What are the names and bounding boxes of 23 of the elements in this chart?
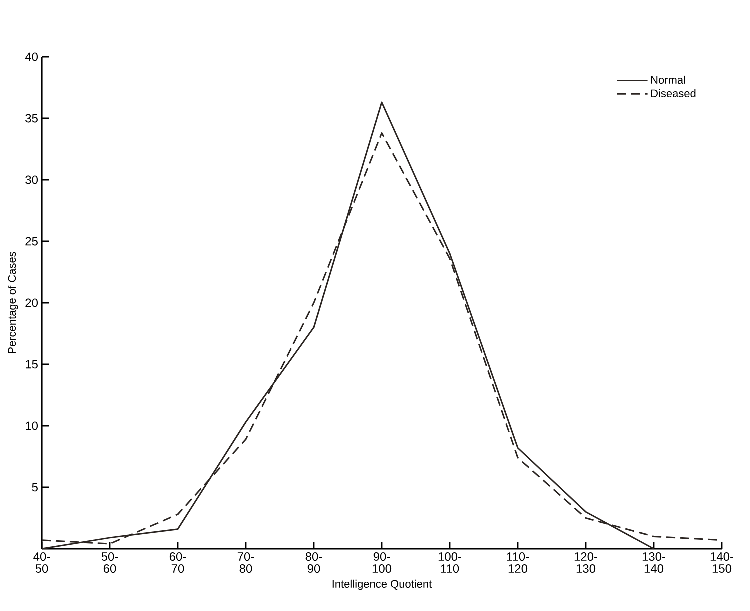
y-tick-label: 25 [26,237,38,246]
y-tick-label: 20 [26,298,38,308]
y-tick-label: 35 [26,114,38,123]
x-tick-label: 50-60 [102,552,118,574]
legend-label: Normal [651,76,686,84]
x-tick-label: 70-80 [238,552,254,574]
x-tick-label: 110-120 [507,552,530,574]
legend-label: Diseased [651,89,696,98]
x-tick-label: 40-50 [34,552,50,574]
y-tick-label: 10 [26,422,38,430]
y-tick-label: 40 [25,52,38,62]
y-tick-label: 30 [26,176,38,184]
y-tick-label: 5 [32,483,38,492]
x-tick-label: 60-70 [170,552,186,574]
x-tick-label: 130-140 [642,552,666,574]
x-axis-title: Intelligence Quotient [332,580,432,590]
x-tick-label: 90-100 [372,552,392,574]
x-tick-label: 120-130 [574,552,598,574]
x-tick-label: 100-110 [438,552,462,574]
y-axis-title: Percentage of Cases [8,252,18,354]
y-tick-label: 15 [26,360,38,369]
x-tick-label: 140-150 [710,552,734,574]
x-tick-label: 80-90 [306,552,322,574]
